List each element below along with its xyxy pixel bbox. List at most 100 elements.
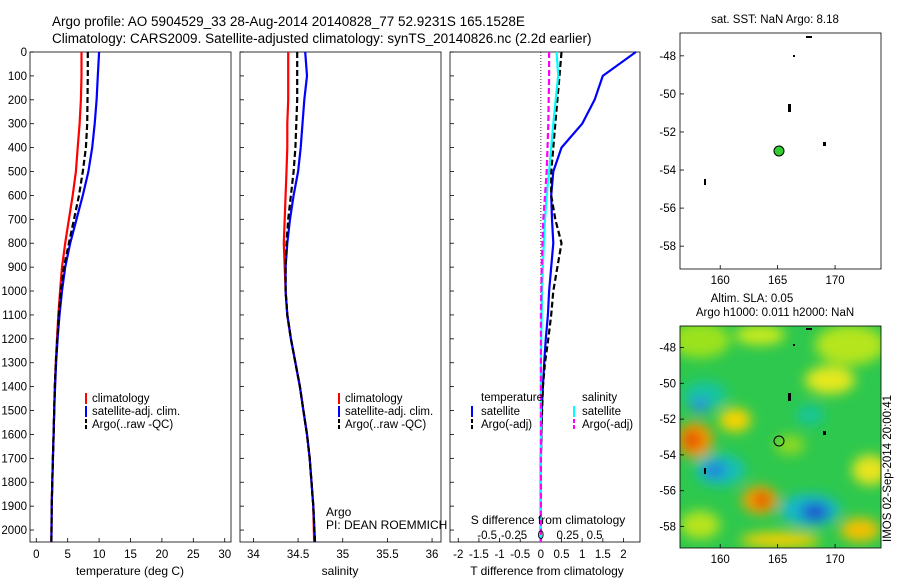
- temp-depth-axis: 0 100 200 300 400 500 600 700 800 900 1000 1100 1200…: [1, 47, 34, 537]
- x-tick-label: 15: [124, 549, 137, 561]
- x-tick-label: 35.5: [376, 549, 398, 561]
- lon-tick-label: 160: [711, 275, 730, 287]
- diff-legend-temp-sat: satellite: [481, 406, 520, 418]
- x-tick-label: 25: [187, 549, 200, 561]
- depth-tick-label: 1100: [2, 310, 27, 322]
- sla-field: [680, 326, 881, 548]
- s-diff-tick-label: 0: [538, 530, 544, 542]
- depth-tick-label: 0: [21, 47, 27, 59]
- lat-tick-label: -52: [659, 127, 676, 139]
- lat-tick-label: -58: [659, 522, 676, 534]
- x-tick-label: 34.5: [287, 549, 309, 561]
- depth-tick-label: 300: [8, 119, 27, 131]
- lat-tick-label: -56: [659, 203, 676, 215]
- lat-tick-label: -58: [659, 241, 676, 253]
- x-tick-label: 34: [247, 549, 260, 561]
- lon-tick-label: 165: [768, 554, 787, 566]
- depth-tick-label: 700: [8, 214, 27, 226]
- depth-tick-label: 400: [8, 143, 27, 155]
- depth-tick-label: 900: [8, 262, 27, 274]
- lat-tick-label: -54: [659, 450, 676, 462]
- lat-tick-label: -48: [659, 51, 676, 63]
- depth-tick-label: 1900: [1, 501, 27, 513]
- sal-x-axis: 34 34.5 35 35.5 36: [247, 538, 438, 561]
- x-tick-label: 1.5: [595, 549, 611, 561]
- sla-lat-axis: -48 -50 -52 -54 -56 -58: [659, 342, 684, 534]
- depth-tick-label: 100: [8, 71, 27, 83]
- temp-legend-satellite: satellite-adj. clim.: [92, 406, 180, 418]
- diff-legend-temp-title: temperature: [481, 392, 543, 404]
- sla-side-label: IMOS 02-Sep-2014 20:00:41: [882, 395, 894, 542]
- sst-map-title: sat. SST: NaN Argo: 8.18: [711, 14, 839, 26]
- lat-tick-label: -48: [659, 342, 676, 354]
- depth-tick-label: 800: [8, 238, 27, 250]
- x-tick-label: 2: [620, 549, 626, 561]
- depth-tick-label: 500: [8, 167, 27, 179]
- diff-xlabel: T difference from climatology: [470, 564, 624, 578]
- series-line-argo-raw-qc: [284, 52, 317, 543]
- x-tick-label: 35: [336, 549, 349, 561]
- sal-legend: climatology satellite-adj. clim. Argo(..…: [338, 393, 433, 431]
- sal-depth-ticks: [240, 51, 244, 531]
- sst-lat-axis: -48 -50 -52 -54 -56 -58: [659, 51, 684, 253]
- x-tick-label: 36: [426, 549, 439, 561]
- x-tick-label: -1: [494, 549, 504, 561]
- depth-tick-label: 1400: [1, 382, 27, 394]
- series-line-argo-raw-qc: [50, 52, 89, 543]
- temp-legend-argo: Argo(..raw -QC): [92, 419, 173, 431]
- sst-map: sat. SST: NaN Argo: 8.18 -48 -50 -52 -54 -56…: [659, 14, 882, 287]
- diff-legend-sal-sat: satellite: [582, 406, 621, 418]
- x-tick-label: 1: [579, 549, 585, 561]
- sla-map: Altim. SLA: 0.05 Argo h1000: 0.011 h2000…: [659, 293, 894, 566]
- sst-lon-axis: 160 165 170: [711, 265, 845, 287]
- s-diff-tick-label: 0.5: [587, 530, 603, 542]
- depth-tick-label: 1300: [1, 358, 27, 370]
- diff-legend-temp-argo: Argo(-adj): [481, 419, 532, 431]
- lat-tick-label: -54: [659, 165, 676, 177]
- depth-tick-label: 1200: [1, 334, 27, 346]
- x-tick-label: 0: [33, 549, 39, 561]
- x-tick-label: 30: [218, 549, 231, 561]
- figure-title-line1: Argo profile: AO 5904529_33 28-Aug-2014 …: [52, 14, 525, 29]
- temp-x-axis: 0 5 10 15 20 25 30: [33, 538, 231, 561]
- s-diff-ticks: -0.5 -0.25 0 0.25 0.5: [477, 530, 602, 542]
- depth-tick-label: 600: [8, 190, 27, 202]
- depth-tick-label: 200: [8, 95, 27, 107]
- depth-tick-label: 1800: [1, 477, 27, 489]
- s-diff-tick-label: 0.25: [557, 530, 579, 542]
- figure-title-line2: Climatology: CARS2009. Satellite-adjuste…: [52, 31, 592, 46]
- s-diff-tick-label: -0.25: [501, 530, 527, 542]
- x-tick-label: 10: [93, 549, 106, 561]
- depth-tick-label: 1700: [1, 453, 27, 465]
- sal-panel: 34 34.5 35 35.5 36 salinity climatology sate…: [239, 51, 447, 578]
- lon-tick-label: 170: [825, 554, 844, 566]
- sal-legend-climatology: climatology: [345, 393, 403, 405]
- lon-tick-label: 170: [825, 275, 844, 287]
- diff-panel: -2 -1.5 -1 -0.5 0 0.5 1 1.5 2 T difference from …: [449, 51, 641, 578]
- diff-legend-sal-title: salinity: [582, 392, 617, 404]
- lat-tick-label: -50: [659, 378, 676, 390]
- lat-tick-label: -56: [659, 486, 676, 498]
- s-diff-tick-label: -0.5: [477, 530, 497, 542]
- diff-depth-ticks: [450, 51, 454, 531]
- lon-tick-label: 165: [768, 275, 787, 287]
- temp-series: [50, 51, 101, 543]
- sal-legend-argo: Argo(..raw -QC): [345, 419, 426, 431]
- sal-xlabel: salinity: [322, 564, 359, 578]
- x-tick-label: 0.5: [554, 549, 570, 561]
- diff-legend-sal-argo: Argo(-adj): [582, 419, 633, 431]
- pi-label: PI: DEAN ROEMMICH: [326, 518, 447, 532]
- lon-tick-label: 160: [711, 554, 730, 566]
- sla-map-title1: Altim. SLA: 0.05: [711, 293, 793, 305]
- lat-tick-label: -52: [659, 414, 676, 426]
- depth-tick-label: 1000: [1, 286, 27, 298]
- x-tick-label: -2: [453, 549, 463, 561]
- series-line-salinity-argo-adj: [539, 52, 551, 542]
- sal-series: [282, 51, 317, 543]
- temp-panel: 0100200300400500600700800900100011001200…: [1, 47, 232, 578]
- lat-tick-label: -50: [659, 89, 676, 101]
- diff-series: [539, 51, 637, 542]
- diff-top-label: S difference from climatology: [471, 513, 626, 527]
- temp-legend: climatology satellite-adj. clim. Argo(..…: [85, 393, 180, 431]
